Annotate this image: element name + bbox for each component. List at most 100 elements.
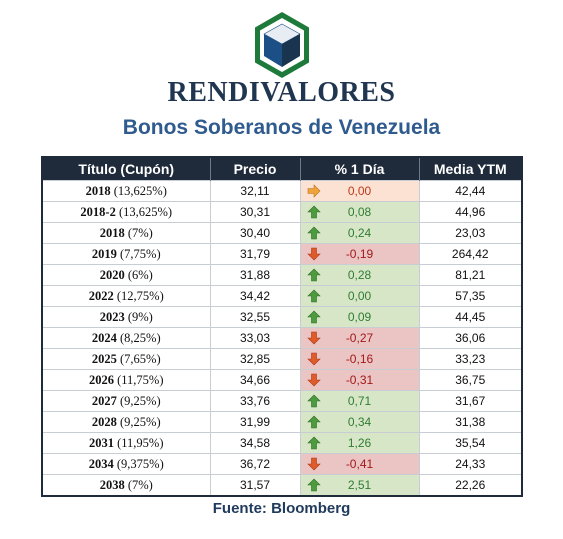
bond-coupon: (13,625%) [113, 183, 167, 198]
ytm-cell: 44,45 [418, 306, 523, 328]
change-value: 1,26 [347, 436, 372, 450]
bond-title-cell: 2019 (7,75%) [41, 243, 211, 265]
price-cell: 31,99 [209, 411, 301, 433]
table-row: 2018 (7%) 30,40 0,24 23,03 [41, 222, 523, 244]
arrow-up-icon [306, 415, 321, 429]
price-cell: 32,11 [209, 180, 301, 202]
price-cell: 34,42 [209, 285, 301, 307]
change-value: 0,28 [347, 268, 372, 282]
bond-year: 2026 [88, 372, 114, 387]
bond-title-cell: 2024 (8,25%) [41, 327, 211, 349]
bond-coupon: (11,95%) [117, 435, 164, 450]
arrow-right-icon [307, 184, 321, 198]
price-cell: 31,57 [209, 474, 301, 497]
change-value: 0,00 [347, 184, 372, 198]
bond-year: 2018 [99, 225, 125, 240]
bond-coupon: (12,75%) [116, 288, 164, 303]
change-value: -0,19 [345, 247, 374, 261]
table-row: 2027 (9,25%) 33,76 0,71 31,67 [41, 390, 523, 412]
bond-title-cell: 2028 (9,25%) [41, 411, 211, 433]
table-row: 2025 (7,65%) 32,85 -0,16 33,23 [41, 348, 523, 370]
bond-coupon: (6%) [127, 267, 153, 282]
bond-year: 2028 [91, 414, 117, 429]
change-cell: 0,28 [299, 264, 420, 286]
ytm-cell: 81,21 [418, 264, 523, 286]
change-cell: 2,51 [299, 474, 420, 497]
table-row: 2020 (6%) 31,88 0,28 81,21 [41, 264, 523, 286]
change-cell: -0,41 [299, 453, 420, 475]
change-value: 2,51 [347, 478, 372, 492]
change-cell: 0,00 [299, 285, 420, 307]
bond-coupon: (9%) [127, 309, 153, 324]
arrow-down-icon [306, 457, 321, 471]
change-value: -0,41 [345, 457, 374, 471]
ytm-cell: 36,75 [418, 369, 523, 391]
change-cell: 0,34 [299, 411, 420, 433]
ytm-cell: 36,06 [418, 327, 523, 349]
bond-coupon: (7,65%) [120, 351, 161, 366]
column-header-ytm: Media YTM [419, 157, 522, 181]
bond-coupon: (9,375%) [116, 456, 164, 471]
bond-title-cell: 2018-2 (13,625%) [41, 201, 211, 223]
table-row: 2024 (8,25%) 33,03 -0,27 36,06 [41, 327, 523, 349]
column-header-price: Precio [210, 157, 301, 181]
source-note: Fuente: Bloomberg [212, 500, 351, 517]
table-row: 2018-2 (13,625%) 30,31 0,08 44,96 [41, 201, 523, 223]
ytm-cell: 33,23 [418, 348, 523, 370]
price-cell: 33,03 [209, 327, 301, 349]
table-row: 2038 (7%) 31,57 2,51 22,26 [41, 474, 523, 497]
change-value: 0,08 [347, 205, 372, 219]
arrow-up-icon [306, 478, 321, 492]
table-body: 2018 (13,625%) 32,11 0,00 42,44 2018-2 (13,6… [41, 180, 523, 497]
change-cell: -0,31 [299, 369, 420, 391]
ytm-cell: 44,96 [418, 201, 523, 223]
arrow-up-icon [306, 205, 321, 219]
change-cell: -0,27 [299, 327, 420, 349]
bond-title-cell: 2018 (13,625%) [41, 180, 211, 202]
arrow-down-icon [306, 373, 321, 387]
bond-year: 2018-2 [80, 204, 116, 219]
change-cell: 0,71 [299, 390, 420, 412]
column-header-title: Título (Cupón) [42, 157, 211, 181]
rendivalores-logo [255, 12, 309, 78]
bond-year: 2020 [99, 267, 125, 282]
bond-year: 2023 [99, 309, 125, 324]
bond-year: 2031 [88, 435, 114, 450]
change-value: 0,34 [347, 415, 372, 429]
bonds-table: Título (Cupón) Precio % 1 Día Media YTM … [41, 156, 523, 497]
price-cell: 36,72 [209, 453, 301, 475]
table-row: 2034 (9,375%) 36,72 -0,41 24,33 [41, 453, 523, 475]
price-cell: 33,76 [209, 390, 301, 412]
arrow-down-icon [306, 331, 321, 345]
arrow-up-icon [306, 289, 321, 303]
bond-year: 2034 [88, 456, 114, 471]
bond-title-cell: 2022 (12,75%) [41, 285, 211, 307]
bond-year: 2024 [91, 330, 117, 345]
bond-year: 2038 [99, 477, 125, 492]
change-value: 0,09 [347, 310, 372, 324]
arrow-up-icon [306, 436, 321, 450]
change-cell: 1,26 [299, 432, 420, 454]
bond-year: 2027 [91, 393, 117, 408]
bond-coupon: (7%) [127, 225, 153, 240]
bond-title-cell: 2038 (7%) [41, 474, 211, 497]
price-cell: 31,79 [209, 243, 301, 265]
bond-title-cell: 2018 (7%) [41, 222, 211, 244]
table-row: 2023 (9%) 32,55 0,09 44,45 [41, 306, 523, 328]
bond-title-cell: 2020 (6%) [41, 264, 211, 286]
bond-year: 2018 [85, 183, 111, 198]
ytm-cell: 23,03 [418, 222, 523, 244]
ytm-cell: 57,35 [418, 285, 523, 307]
table-row: 2019 (7,75%) 31,79 -0,19 264,42 [41, 243, 523, 265]
bond-coupon: (13,625%) [118, 204, 173, 219]
change-value: 0,00 [347, 289, 372, 303]
price-cell: 32,55 [209, 306, 301, 328]
bond-title-cell: 2031 (11,95%) [41, 432, 211, 454]
table-row: 2022 (12,75%) 34,42 0,00 57,35 [41, 285, 523, 307]
page-subtitle: Bonos Soberanos de Venezuela [122, 116, 441, 139]
change-value: -0,31 [345, 373, 374, 387]
arrow-down-icon [306, 247, 321, 261]
change-cell: 0,09 [299, 306, 420, 328]
table-row: 2026 (11,75%) 34,66 -0,31 36,75 [41, 369, 523, 391]
change-cell: 0,00 [299, 180, 420, 202]
